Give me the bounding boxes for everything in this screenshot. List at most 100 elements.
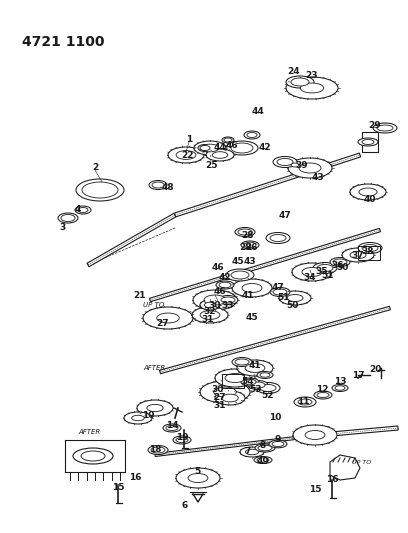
Text: 25: 25 bbox=[206, 160, 218, 169]
Text: 13: 13 bbox=[334, 377, 346, 386]
Ellipse shape bbox=[255, 444, 275, 452]
Ellipse shape bbox=[176, 151, 196, 159]
Text: 26: 26 bbox=[246, 244, 258, 253]
Ellipse shape bbox=[231, 143, 253, 153]
Ellipse shape bbox=[137, 400, 173, 416]
Text: 10: 10 bbox=[142, 410, 154, 419]
Ellipse shape bbox=[373, 123, 397, 133]
Ellipse shape bbox=[147, 405, 163, 411]
Ellipse shape bbox=[166, 425, 178, 431]
Text: 45: 45 bbox=[246, 313, 258, 322]
Ellipse shape bbox=[298, 399, 312, 405]
Ellipse shape bbox=[221, 297, 235, 303]
Ellipse shape bbox=[273, 157, 297, 167]
Ellipse shape bbox=[302, 268, 322, 277]
Ellipse shape bbox=[198, 144, 212, 151]
Ellipse shape bbox=[286, 76, 314, 88]
Text: 51: 51 bbox=[322, 271, 334, 279]
Text: 17: 17 bbox=[352, 370, 364, 379]
Ellipse shape bbox=[216, 281, 234, 289]
Ellipse shape bbox=[58, 213, 78, 223]
Ellipse shape bbox=[244, 379, 256, 385]
Ellipse shape bbox=[235, 228, 255, 237]
Ellipse shape bbox=[335, 386, 345, 390]
Text: 22: 22 bbox=[182, 150, 194, 159]
Ellipse shape bbox=[245, 449, 259, 455]
Ellipse shape bbox=[222, 394, 238, 402]
Text: 12: 12 bbox=[316, 385, 328, 394]
Text: 11: 11 bbox=[297, 398, 309, 407]
Ellipse shape bbox=[358, 138, 378, 146]
Ellipse shape bbox=[78, 207, 88, 213]
Ellipse shape bbox=[332, 384, 348, 392]
Ellipse shape bbox=[73, 448, 113, 464]
Text: 4721 1100: 4721 1100 bbox=[22, 35, 104, 49]
Ellipse shape bbox=[173, 436, 191, 444]
Text: 48: 48 bbox=[162, 183, 174, 192]
Ellipse shape bbox=[251, 382, 265, 388]
Text: 16: 16 bbox=[129, 473, 141, 482]
Ellipse shape bbox=[61, 214, 75, 222]
Ellipse shape bbox=[241, 378, 259, 386]
Ellipse shape bbox=[200, 300, 220, 310]
Ellipse shape bbox=[270, 287, 290, 296]
Ellipse shape bbox=[235, 359, 249, 365]
Text: 46: 46 bbox=[226, 141, 238, 149]
Ellipse shape bbox=[151, 447, 165, 453]
Ellipse shape bbox=[194, 141, 226, 155]
Text: 54: 54 bbox=[242, 377, 254, 386]
Ellipse shape bbox=[350, 184, 386, 200]
Ellipse shape bbox=[215, 369, 255, 387]
Ellipse shape bbox=[204, 295, 226, 305]
Ellipse shape bbox=[287, 295, 303, 302]
Text: 5: 5 bbox=[194, 467, 200, 477]
Text: 43: 43 bbox=[244, 257, 256, 266]
Text: 47: 47 bbox=[272, 284, 284, 293]
Text: 46: 46 bbox=[212, 263, 224, 272]
Text: 42: 42 bbox=[219, 273, 231, 282]
Text: 2: 2 bbox=[92, 164, 98, 173]
Text: 28: 28 bbox=[242, 230, 254, 239]
Ellipse shape bbox=[293, 425, 337, 445]
Ellipse shape bbox=[219, 282, 231, 288]
Polygon shape bbox=[174, 153, 361, 217]
Bar bbox=[222, 374, 244, 388]
Ellipse shape bbox=[257, 372, 273, 378]
Text: 3: 3 bbox=[59, 223, 65, 232]
Text: 43: 43 bbox=[312, 174, 324, 182]
Text: 50: 50 bbox=[286, 301, 298, 310]
Text: 47: 47 bbox=[279, 211, 291, 220]
Ellipse shape bbox=[350, 252, 366, 259]
Ellipse shape bbox=[148, 446, 168, 455]
Ellipse shape bbox=[168, 147, 204, 163]
Ellipse shape bbox=[300, 83, 324, 93]
Ellipse shape bbox=[330, 257, 350, 266]
Text: 30: 30 bbox=[209, 301, 221, 310]
Text: 44: 44 bbox=[214, 143, 226, 152]
Text: 23: 23 bbox=[305, 70, 317, 79]
Text: 14: 14 bbox=[166, 421, 178, 430]
Ellipse shape bbox=[240, 447, 264, 457]
Ellipse shape bbox=[225, 374, 245, 383]
Ellipse shape bbox=[270, 235, 286, 241]
Text: 42: 42 bbox=[259, 143, 271, 152]
Text: 7: 7 bbox=[245, 448, 251, 456]
Text: 49: 49 bbox=[257, 457, 269, 466]
Text: 8: 8 bbox=[260, 441, 266, 450]
Ellipse shape bbox=[176, 438, 188, 442]
Text: 31: 31 bbox=[202, 316, 214, 325]
Ellipse shape bbox=[163, 424, 181, 432]
Ellipse shape bbox=[201, 144, 219, 152]
Text: 9: 9 bbox=[275, 435, 281, 445]
Polygon shape bbox=[87, 213, 176, 266]
Ellipse shape bbox=[218, 295, 238, 304]
Ellipse shape bbox=[289, 162, 301, 168]
Ellipse shape bbox=[292, 263, 332, 281]
Text: 4: 4 bbox=[75, 206, 81, 214]
Ellipse shape bbox=[244, 131, 260, 139]
Ellipse shape bbox=[206, 149, 234, 161]
Text: 29: 29 bbox=[369, 120, 381, 130]
Text: 46: 46 bbox=[214, 287, 226, 296]
Bar bbox=[358, 246, 380, 260]
Ellipse shape bbox=[279, 291, 311, 305]
